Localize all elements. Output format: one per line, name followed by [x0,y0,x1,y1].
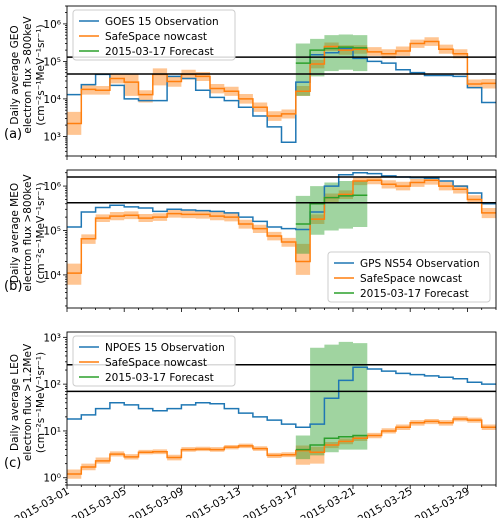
xtick-label-6: 2015-03-25 [356,485,415,518]
panel-label-0: (a) [4,127,22,142]
ylabel-line-0: Daily average GEO [9,25,21,124]
plot-area-2 [67,341,496,479]
series-line-p2-s2 [295,434,368,451]
band-p0-s2 [295,34,368,96]
panel-label-2: (c) [4,456,21,471]
ytick-label-p1-1: 10⁵ [43,225,61,237]
series-line-p0-s1 [67,40,496,125]
legend-label-p2-0: NPOES 15 Observation [105,342,225,354]
xtick-label-3: 2015-03-13 [184,485,243,518]
ylabel-line-1: electron flux >800keV [22,174,34,292]
xtick-label-4: 2015-03-17 [241,485,300,518]
ytick-label-p0-1: 10⁴ [43,94,61,106]
plot-area-1 [67,171,496,285]
series-line-p1-s2 [295,194,368,225]
ylabel-line-2: (cm⁻²s⁻¹MeV⁻¹sr⁻¹) [35,352,47,453]
ytick-label-p2-1: 10¹ [43,426,61,438]
ytick-label-p2-2: 10² [43,379,61,391]
xtick-label-5: 2015-03-21 [299,485,358,518]
plot-area-0 [67,34,496,143]
legend-box-2 [72,335,236,387]
legend-label-p0-2: 2015-03-17 Forecast [105,46,214,58]
ylabel-line-2: (cm⁻²s⁻¹MeV⁻¹sr⁻¹) [35,182,47,283]
xtick-label-0: 2015-03-01 [13,485,72,518]
xtick-label-2: 2015-03-09 [127,485,186,518]
series-line-p0-s0 [67,47,496,143]
ytick-label-p0-3: 10⁶ [43,19,61,31]
ytick-label-p0-2: 10⁵ [43,56,61,68]
ylabel-line-2: (cm⁻²s⁻¹MeV⁻¹sr⁻¹) [35,24,47,125]
legend-label-p0-0: GOES 15 Observation [105,16,219,28]
series-line-p2-s1 [67,418,496,475]
ytick-label-p1-2: 10⁶ [43,181,61,193]
ylabel-line-1: electron flux >1.2MeV [22,343,34,461]
ytick-label-p0-0: 10³ [43,131,61,143]
ylabel-line-0: Daily average LEO [9,354,21,451]
legend-label-p2-1: SafeSpace nowcast [105,357,207,369]
ylabel-group-0: Daily average GEO electron flux >800keV (c… [9,16,47,134]
ytick-label-p2-0: 10⁰ [43,473,61,485]
legend-box-1 [327,251,491,303]
xtick-label-1: 2015-03-05 [70,485,129,518]
ylabel-group-1: Daily average MEO electron flux >800keV (c… [9,174,47,292]
band-p2-s1 [67,416,496,479]
band-p1-s2 [295,181,368,254]
xtick-label-7: 2015-03-29 [413,485,472,518]
series-line-p2-s0 [67,366,496,428]
legend-label-p0-1: SafeSpace nowcast [105,31,207,43]
band-p2-s2 [295,341,368,460]
ytick-label-p2-3: 10³ [43,332,61,344]
ylabel-line-0: Daily average MEO [9,183,21,283]
panel-label-1: (b) [4,279,22,294]
legend-label-p1-2: 2015-03-17 Forecast [360,288,469,300]
legend-label-p2-2: 2015-03-17 Forecast [105,372,214,384]
legend-box-0 [72,9,236,61]
series-line-p1-s1 [67,179,496,274]
ylabel-group-2: Daily average LEO electron flux >1.2MeV (c… [9,343,47,461]
legend-label-p1-1: SafeSpace nowcast [360,273,462,285]
ytick-label-p1-0: 10⁴ [43,270,61,282]
ylabel-line-1: electron flux >800keV [22,16,34,134]
legend-label-p1-0: GPS NS54 Observation [360,258,480,270]
